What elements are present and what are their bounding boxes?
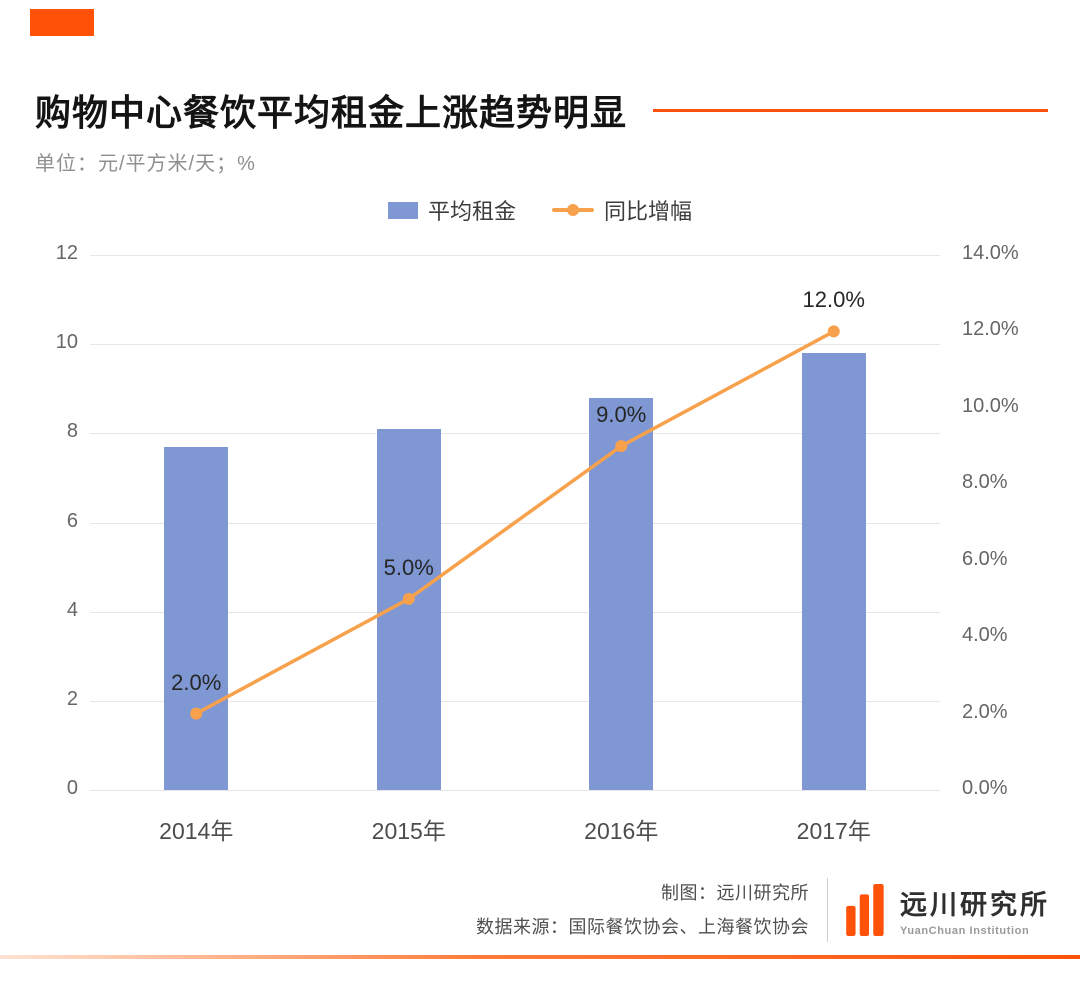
credit-line: 制图：远川研究所 [661,883,809,903]
bottom-gradient-line [0,955,1080,959]
unit-subtitle: 单位：元/平方米/天；% [35,153,256,175]
brand-logo: 远川研究所 YuanChuan Institution [846,883,1050,937]
logo-text-block: 远川研究所 YuanChuan Institution [900,883,1050,937]
line-data-label: 2.0% [171,669,222,695]
legend-line-swatch [552,204,594,216]
gridline [90,344,940,346]
line-point [402,592,415,605]
y-axis-left-tick: 10 [55,331,78,354]
legend-bar-label: 平均租金 [427,199,516,224]
y-axis-left-tick: 2 [66,687,78,710]
logo-bars-icon [846,884,884,937]
credits: 制图：远川研究所 数据来源：国际餐饮协会、上海餐饮协会 [476,876,809,944]
line-data-label: 12.0% [802,287,865,313]
legend-line-dot [567,204,579,216]
line-data-label: 9.0% [596,402,647,428]
title-rule [653,108,1048,112]
footer: 制图：远川研究所 数据来源：国际餐饮协会、上海餐饮协会 远川研究所 YuanCh… [476,876,1050,944]
line-point [615,440,628,453]
y-axis-left-tick: 0 [66,777,78,799]
line-point [190,707,203,720]
y-axis-left-tick: 8 [66,420,78,443]
y-axis-right-tick: 8.0% [962,471,1008,494]
gridline [90,700,940,702]
y-axis-left-tick: 4 [66,598,78,621]
page-title: 购物中心餐饮平均租金上涨趋势明显 [35,92,628,133]
y-axis-right-tick: 0.0% [962,777,1008,799]
growth-line [190,325,840,720]
logo-text-cn: 远川研究所 [900,890,1050,921]
y-axis-right-tick: 10.0% [962,394,1019,417]
gridline [90,433,940,435]
logo-text-en: YuanChuan Institution [900,925,1030,938]
y-axis-right-tick: 2.0% [962,700,1008,723]
chart-legend: 平均租金 同比增幅 [0,194,1080,226]
y-axis-right-tick: 12.0% [962,318,1019,341]
combo-chart: 0 2 4 6 8 10 12 0.0% 2.0% 4.0% 6.0% 8.0% 10.0% 12.0% 1… [0,228,1080,868]
legend-line-label: 同比增幅 [604,199,693,224]
y-axis-right-tick: 6.0% [962,547,1008,570]
accent-block [30,9,94,36]
rent-bar [164,446,229,790]
rent-bar [801,353,866,790]
line-data-label: 5.0% [383,554,434,580]
legend-item-growth: 同比增幅 [552,194,692,226]
legend-bar-swatch [387,201,418,219]
x-axis-label: 2016年 [584,818,659,844]
header: 购物中心餐饮平均租金上涨趋势明显 [35,84,1048,136]
gridline [90,255,940,256]
footer-divider [827,878,828,943]
source-line: 数据来源：国际餐饮协会、上海餐饮协会 [476,917,809,938]
y-axis-left-tick: 12 [55,242,78,264]
x-axis-label: 2015年 [371,818,446,844]
y-axis-right-tick: 14.0% [962,242,1019,264]
x-axis-label: 2017年 [796,818,871,844]
gridline [90,611,940,613]
line-point [827,325,840,338]
gridline [90,790,940,791]
y-axis-right-tick: 4.0% [962,624,1008,647]
x-axis-label: 2014年 [159,818,234,844]
legend-item-rent: 平均租金 [387,194,516,226]
y-axis-left-tick: 6 [66,509,78,532]
